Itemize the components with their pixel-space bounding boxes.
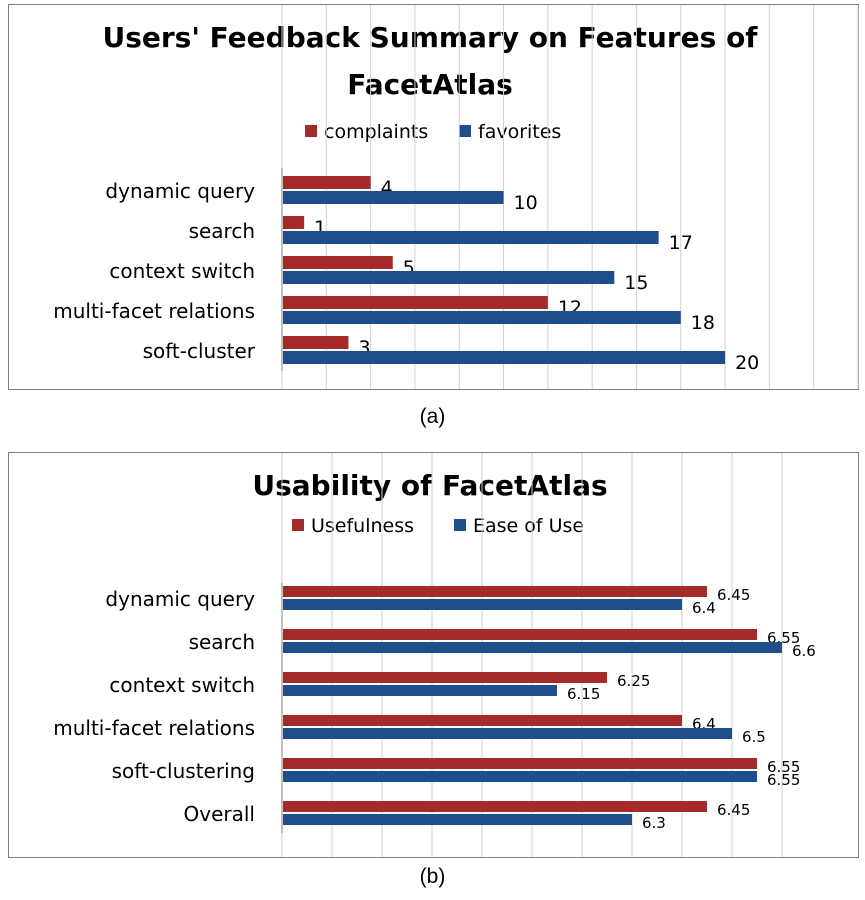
bar-ease-of-use — [283, 599, 682, 610]
category-label: Overall — [184, 802, 255, 826]
bar-favorites — [283, 191, 504, 204]
bar-usefulness — [283, 801, 707, 812]
chart-a-svg: Users' Feedback Summary on Features of Fa… — [53, 5, 859, 389]
bar-usefulness — [283, 629, 757, 640]
category-label: search — [189, 630, 255, 654]
bar-complaints — [283, 256, 393, 269]
category-label: context switch — [109, 259, 255, 283]
data-label: 20 — [735, 352, 759, 374]
category-label: dynamic query — [105, 179, 255, 203]
chart-panel-a: Users' Feedback Summary on Features of Fa… — [8, 4, 859, 390]
category-label: soft-cluster — [143, 339, 256, 363]
chart-title-line: FacetAtlas — [347, 68, 513, 101]
caption-b: (b) — [419, 865, 446, 888]
data-label: 6.55 — [767, 771, 800, 789]
data-label: 10 — [514, 192, 538, 214]
bar-complaints — [283, 176, 371, 189]
data-label: 18 — [691, 312, 715, 334]
data-label: 6.6 — [792, 642, 816, 660]
category-label: multi-facet relations — [53, 299, 255, 323]
data-label: 6.45 — [717, 801, 750, 819]
data-label: 6.5 — [742, 728, 766, 746]
data-label: 6.4 — [692, 599, 716, 617]
legend-label-favorites: favorites — [478, 121, 561, 143]
bar-favorites — [283, 271, 615, 284]
data-label: 17 — [669, 232, 693, 254]
chart-title-line: Users' Feedback Summary on Features of — [102, 21, 758, 54]
data-label: 6.3 — [642, 814, 666, 832]
legend-label-ease-of-use: Ease of Use — [473, 515, 584, 537]
category-label: dynamic query — [105, 587, 255, 611]
bar-usefulness — [283, 586, 707, 597]
data-label: 6.15 — [567, 685, 600, 703]
caption-a: (a) — [419, 405, 446, 428]
bar-ease-of-use — [283, 814, 632, 825]
chart-panel-b: Usability of FacetAtlas Usefulness Ease of… — [8, 452, 859, 858]
bar-favorites — [283, 351, 726, 364]
chart-title-line: Usability of FacetAtlas — [252, 469, 607, 502]
legend-swatch-complaints — [305, 125, 317, 137]
category-label: multi-facet relations — [53, 716, 255, 740]
data-label: 6.25 — [617, 672, 650, 690]
data-label: 6.45 — [717, 586, 750, 604]
bar-usefulness — [283, 715, 682, 726]
legend-swatch-usefulness — [292, 519, 304, 531]
category-label: context switch — [109, 673, 255, 697]
bar-complaints — [283, 216, 305, 229]
bar-ease-of-use — [283, 642, 782, 653]
bar-ease-of-use — [283, 771, 757, 782]
legend-swatch-favorites — [459, 125, 471, 137]
bar-favorites — [283, 311, 681, 324]
data-label: 15 — [624, 272, 648, 294]
legend-label-complaints: complaints — [324, 121, 428, 143]
data-label: 6.55 — [767, 758, 800, 776]
category-label: search — [189, 219, 255, 243]
bar-usefulness — [283, 672, 607, 683]
bar-ease-of-use — [283, 685, 557, 696]
bar-usefulness — [283, 758, 757, 769]
bar-ease-of-use — [283, 728, 732, 739]
legend-label-usefulness: Usefulness — [311, 515, 414, 537]
bar-complaints — [283, 296, 548, 309]
legend-swatch-ease-of-use — [454, 519, 466, 531]
chart-b-svg: Usability of FacetAtlas Usefulness Ease of… — [53, 453, 816, 857]
bar-favorites — [283, 231, 659, 244]
bar-complaints — [283, 336, 349, 349]
category-label: soft-clustering — [112, 759, 255, 783]
